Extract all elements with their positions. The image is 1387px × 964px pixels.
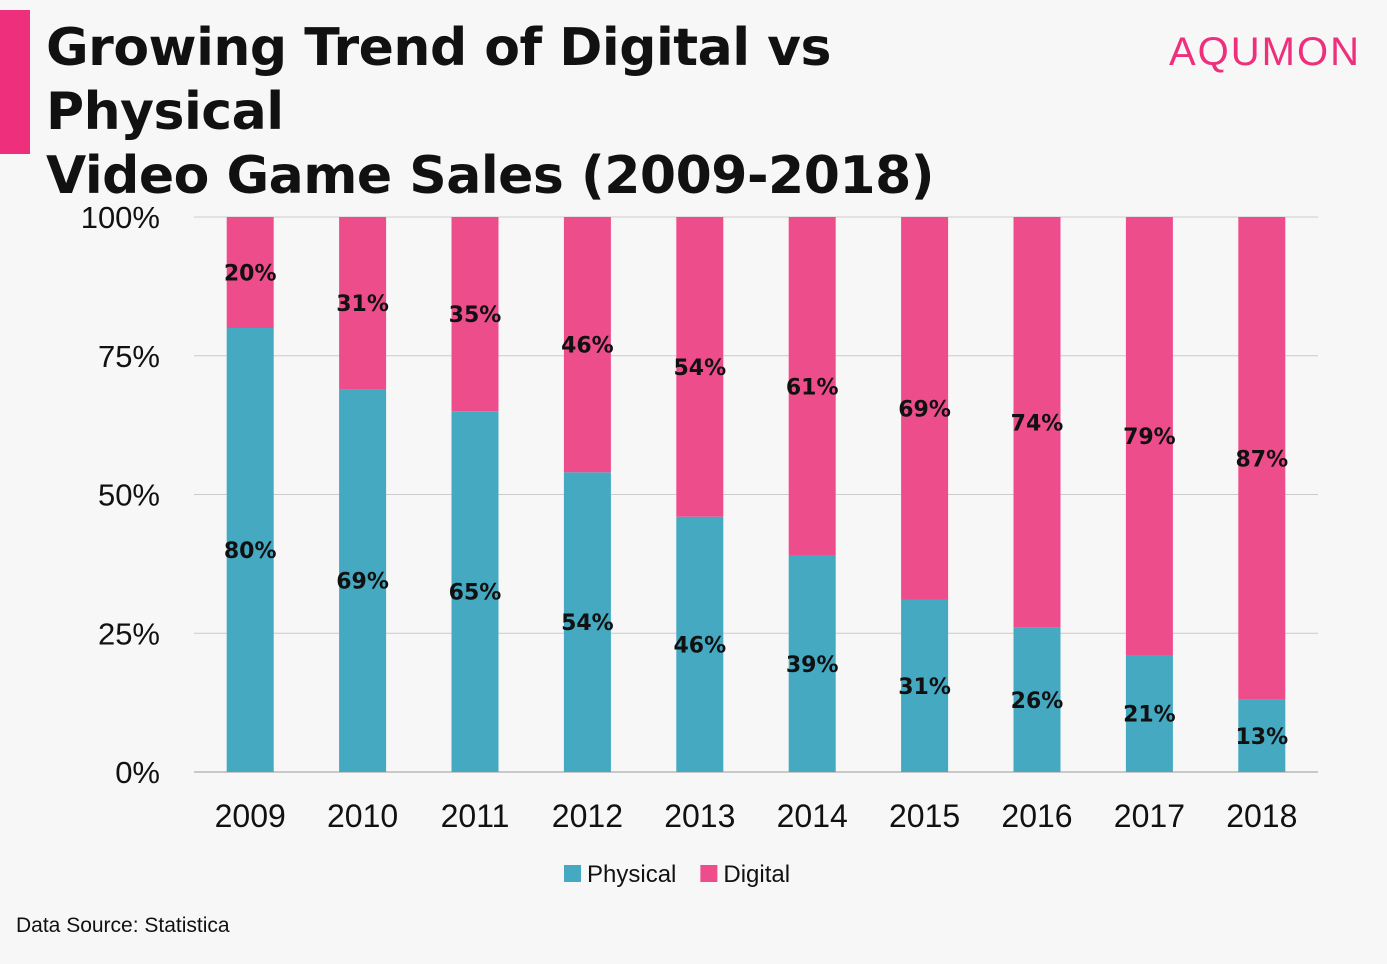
- bar-physical: [339, 389, 387, 772]
- chart-title-line-1: Growing Trend of Digital vs Physical: [46, 18, 831, 142]
- x-tick-label: 2011: [441, 798, 510, 834]
- legend-label: Physical: [587, 861, 676, 888]
- bar-digital: [563, 217, 611, 473]
- bar-physical: [1238, 699, 1286, 772]
- bar-physical: [226, 328, 274, 772]
- bar-physical: [451, 411, 499, 772]
- data-label-physical: 26%: [1011, 689, 1064, 714]
- data-source-note: Data Source: Statistica: [16, 914, 230, 937]
- data-label-physical: 54%: [561, 611, 614, 636]
- data-label-digital: 79%: [1123, 425, 1176, 450]
- chart-title-line-2: Video Game Sales (2009-2018): [46, 146, 935, 206]
- bar-digital: [226, 217, 274, 328]
- x-tick-label: 2013: [664, 798, 735, 834]
- data-label-digital: 46%: [561, 334, 614, 359]
- bar-physical: [901, 599, 949, 772]
- title-accent-bar: [0, 10, 30, 154]
- legend-swatch: [564, 865, 581, 882]
- data-label-physical: 65%: [449, 581, 502, 606]
- data-label-physical: 39%: [786, 653, 839, 678]
- y-tick-label: 50%: [98, 478, 160, 513]
- bar-digital: [901, 217, 949, 600]
- data-label-physical: 13%: [1235, 725, 1288, 750]
- legend-label: Digital: [723, 861, 790, 888]
- bar-digital: [1013, 217, 1061, 628]
- bar-physical: [563, 472, 611, 772]
- bar-digital: [339, 217, 387, 390]
- bar-digital: [1238, 217, 1286, 700]
- y-tick-label: 100%: [81, 200, 160, 235]
- bar-physical: [1013, 627, 1061, 772]
- x-tick-label: 2009: [215, 798, 286, 834]
- data-label-physical: 31%: [898, 675, 951, 700]
- brand-logo: AQUMON: [1169, 30, 1361, 74]
- bar-physical: [788, 555, 836, 772]
- legend-swatch: [700, 865, 718, 882]
- x-tick-label: 2016: [1001, 798, 1072, 834]
- bar-digital: [788, 217, 836, 556]
- data-label-digital: 54%: [673, 356, 726, 381]
- x-tick-label: 2017: [1114, 798, 1185, 834]
- bar-physical: [676, 516, 724, 772]
- data-label-digital: 74%: [1011, 411, 1064, 436]
- y-tick-label: 0%: [115, 755, 160, 790]
- x-tick-label: 2014: [777, 798, 848, 834]
- x-tick-label: 2015: [889, 798, 960, 834]
- data-label-physical: 21%: [1123, 703, 1176, 728]
- y-tick-label: 75%: [98, 339, 160, 374]
- data-label-digital: 61%: [786, 375, 839, 400]
- x-tick-label: 2010: [327, 798, 398, 834]
- data-label-physical: 46%: [673, 633, 726, 658]
- data-label-digital: 35%: [449, 303, 502, 328]
- x-tick-label: 2012: [552, 798, 623, 834]
- data-label-physical: 69%: [336, 570, 389, 595]
- data-label-digital: 31%: [336, 292, 389, 317]
- data-label-physical: 80%: [224, 539, 277, 564]
- bar-physical: [1125, 655, 1173, 772]
- chart-title: Growing Trend of Digital vs Physical Vid…: [46, 16, 1006, 208]
- x-tick-label: 2018: [1226, 798, 1297, 834]
- y-tick-label: 25%: [98, 616, 160, 651]
- data-label-digital: 69%: [898, 397, 951, 422]
- bar-digital: [1125, 217, 1173, 656]
- data-label-digital: 20%: [224, 262, 277, 287]
- bar-digital: [451, 217, 499, 412]
- data-label-digital: 87%: [1235, 447, 1288, 472]
- bar-digital: [676, 217, 724, 517]
